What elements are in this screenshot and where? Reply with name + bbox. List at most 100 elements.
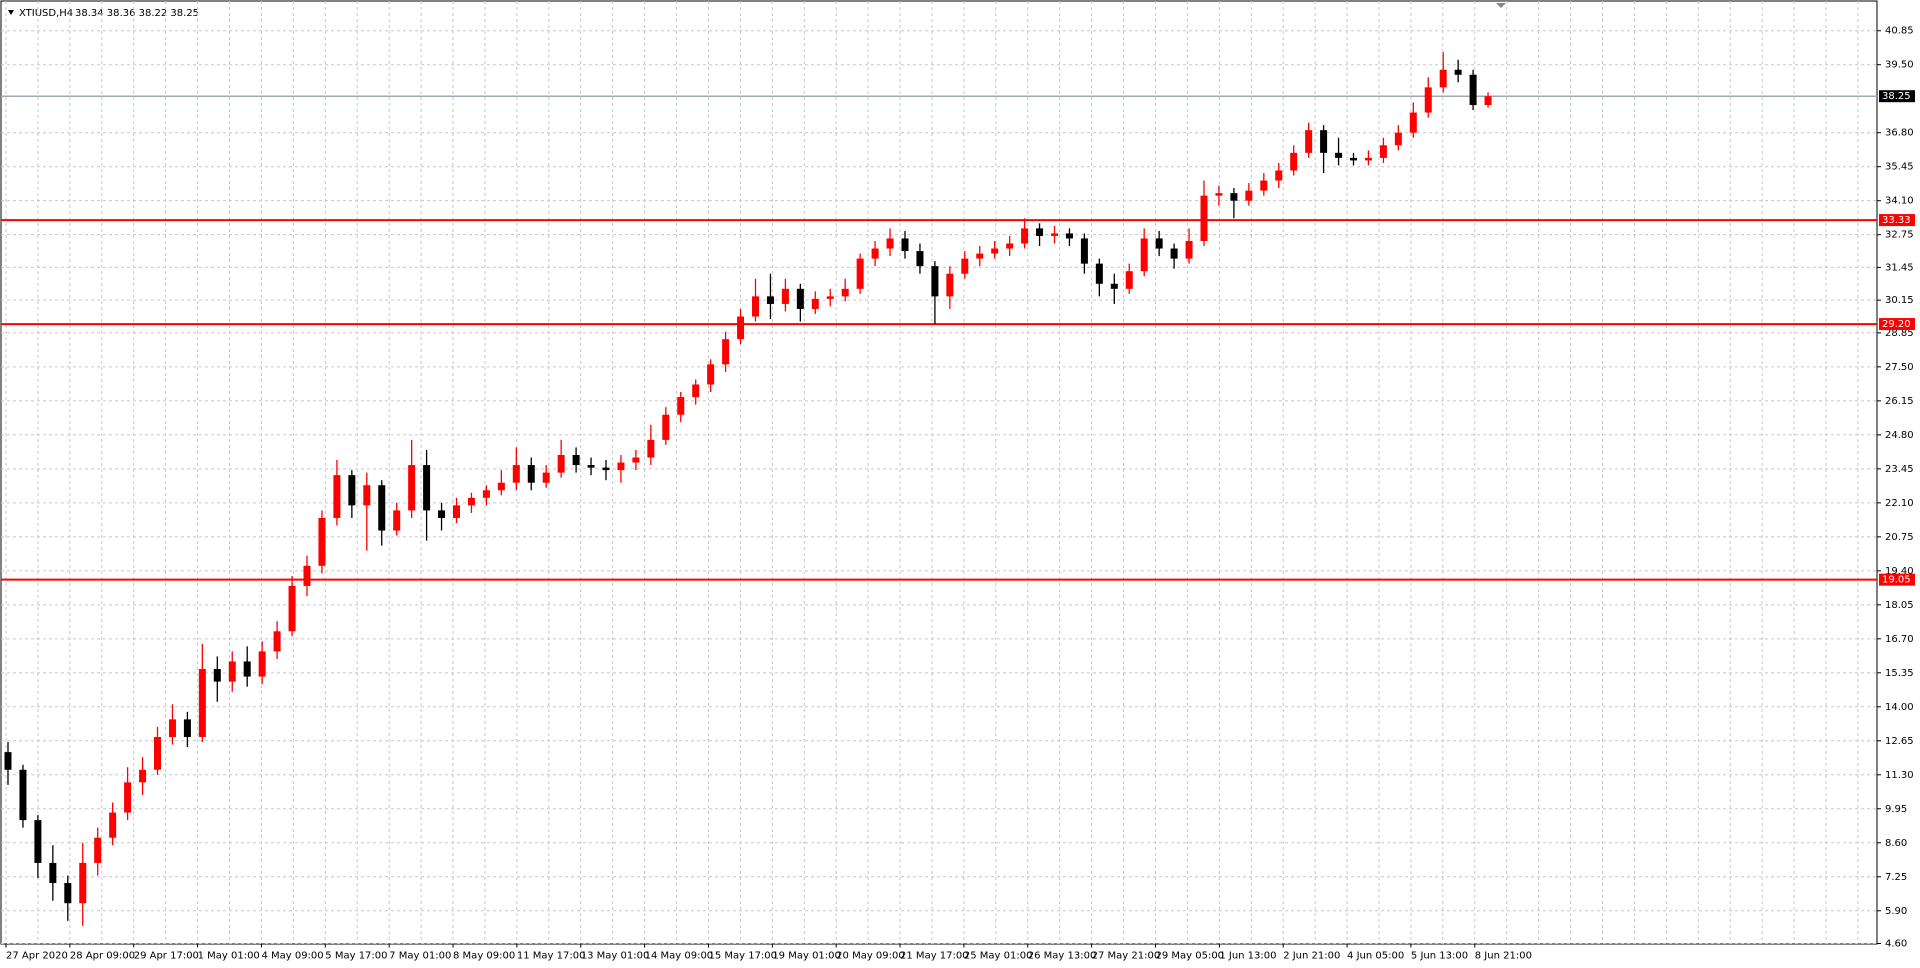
candle-body [737,316,745,340]
x-tick-label: 8 May 09:00 [453,951,515,962]
candle-body [124,782,132,813]
candle-body [393,510,401,531]
y-tick-label: 12.65 [1885,736,1914,747]
candle-body [647,439,655,458]
plot-frame [0,0,1878,945]
candle-body [946,273,954,297]
candle-body [198,669,206,738]
candle-body [1260,180,1268,191]
candle-body [1409,112,1417,133]
candle-body [1170,248,1178,259]
candle-body [1080,238,1088,264]
x-tick-label: 28 Apr 09:00 [70,951,135,962]
x-tick-label: 20 May 09:00 [836,951,905,962]
x-tick-label: 27 May 21:00 [1092,951,1161,962]
candle-body [707,364,715,385]
x-tick-label: 29 Apr 17:00 [134,951,199,962]
candle-body [587,465,595,468]
x-tick-label: 21 May 17:00 [900,951,969,962]
candle-body [1185,240,1193,259]
y-tick-label: 8.60 [1885,838,1907,849]
candle-body [677,397,685,415]
level-label: 33.33 [1882,215,1911,226]
y-tick-label: 40.85 [1885,26,1914,37]
x-tick-label: 1 May 01:00 [198,951,260,962]
candle-body [662,414,670,440]
y-tick-label: 4.60 [1885,939,1907,950]
candle-body [991,248,999,254]
candle-body [273,631,281,652]
candle-body [796,288,804,309]
candle-body [288,585,296,632]
candle-body [1021,228,1029,244]
candle-body [826,296,834,299]
x-tick-label: 13 May 01:00 [581,951,650,962]
candle-body [527,465,535,483]
candle-body [497,482,505,491]
y-tick-label: 15.35 [1885,668,1914,679]
candle-body [1439,69,1447,88]
y-tick-label: 14.00 [1885,702,1914,713]
candle-body [183,719,191,738]
candle-body [692,384,700,398]
quote: 38.34 38.36 38.22 38.25 [75,8,199,19]
y-tick-label: 23.45 [1885,464,1914,475]
candle-body [1200,195,1208,241]
candle-body [811,298,819,309]
x-tick-label: 8 Jun 21:00 [1475,951,1532,962]
y-tick-label: 30.15 [1885,295,1914,306]
candle-body [961,258,969,274]
x-tick-label: 11 May 17:00 [517,951,586,962]
candle-body [931,266,939,297]
y-tick-label: 9.95 [1885,804,1907,815]
candle-body [438,510,446,518]
y-tick-label: 7.25 [1885,872,1907,883]
candle-body [1155,238,1163,249]
x-tick-label: 15 May 17:00 [708,951,777,962]
candle-body [303,565,311,586]
candle-body [886,238,894,249]
level-label: 19.05 [1882,575,1911,586]
candle-body [243,661,251,677]
candle-body [333,475,341,518]
shift-marker [1496,3,1506,8]
candle-body [1364,157,1372,161]
candle-body [1036,228,1044,236]
candle-body [94,837,102,863]
symbol: XTIUSD,H4 [19,8,73,19]
y-tick-label: 20.75 [1885,532,1914,543]
candle-body [49,862,57,884]
candle-body [602,467,610,471]
candle-body [348,475,356,506]
x-tick-label: 25 May 01:00 [964,951,1033,962]
menu-arrow[interactable] [8,10,14,15]
current-price-label: 38.25 [1882,91,1911,102]
candle-body [1379,145,1387,158]
candle-body [557,455,565,473]
candle-body [64,883,72,904]
candle-body [1275,170,1283,181]
candle-body [1215,193,1223,196]
candle-body [542,472,550,483]
x-tick-label: 19 May 01:00 [772,951,841,962]
y-tick-label: 19.40 [1885,566,1914,577]
x-tick-label: 4 May 09:00 [261,951,323,962]
candle-body [1394,132,1402,146]
y-tick-label: 31.45 [1885,262,1914,273]
candle-body [363,485,371,506]
x-tick-label: 1 Jun 13:00 [1219,951,1276,962]
candle-body [109,812,117,838]
candle-body [512,465,520,483]
candle-body [976,253,984,259]
candle-body [1305,130,1313,153]
level-label-box [1879,318,1915,331]
level-label-box [1879,573,1915,586]
x-tick-label: 29 May 05:00 [1155,951,1224,962]
y-tick-label: 36.80 [1885,128,1914,139]
candle-body [168,719,176,738]
candle-body [1350,157,1357,161]
candle-body [19,769,27,821]
candle-body [1320,130,1328,153]
candle-body [1245,190,1253,201]
candle-body [572,455,580,466]
